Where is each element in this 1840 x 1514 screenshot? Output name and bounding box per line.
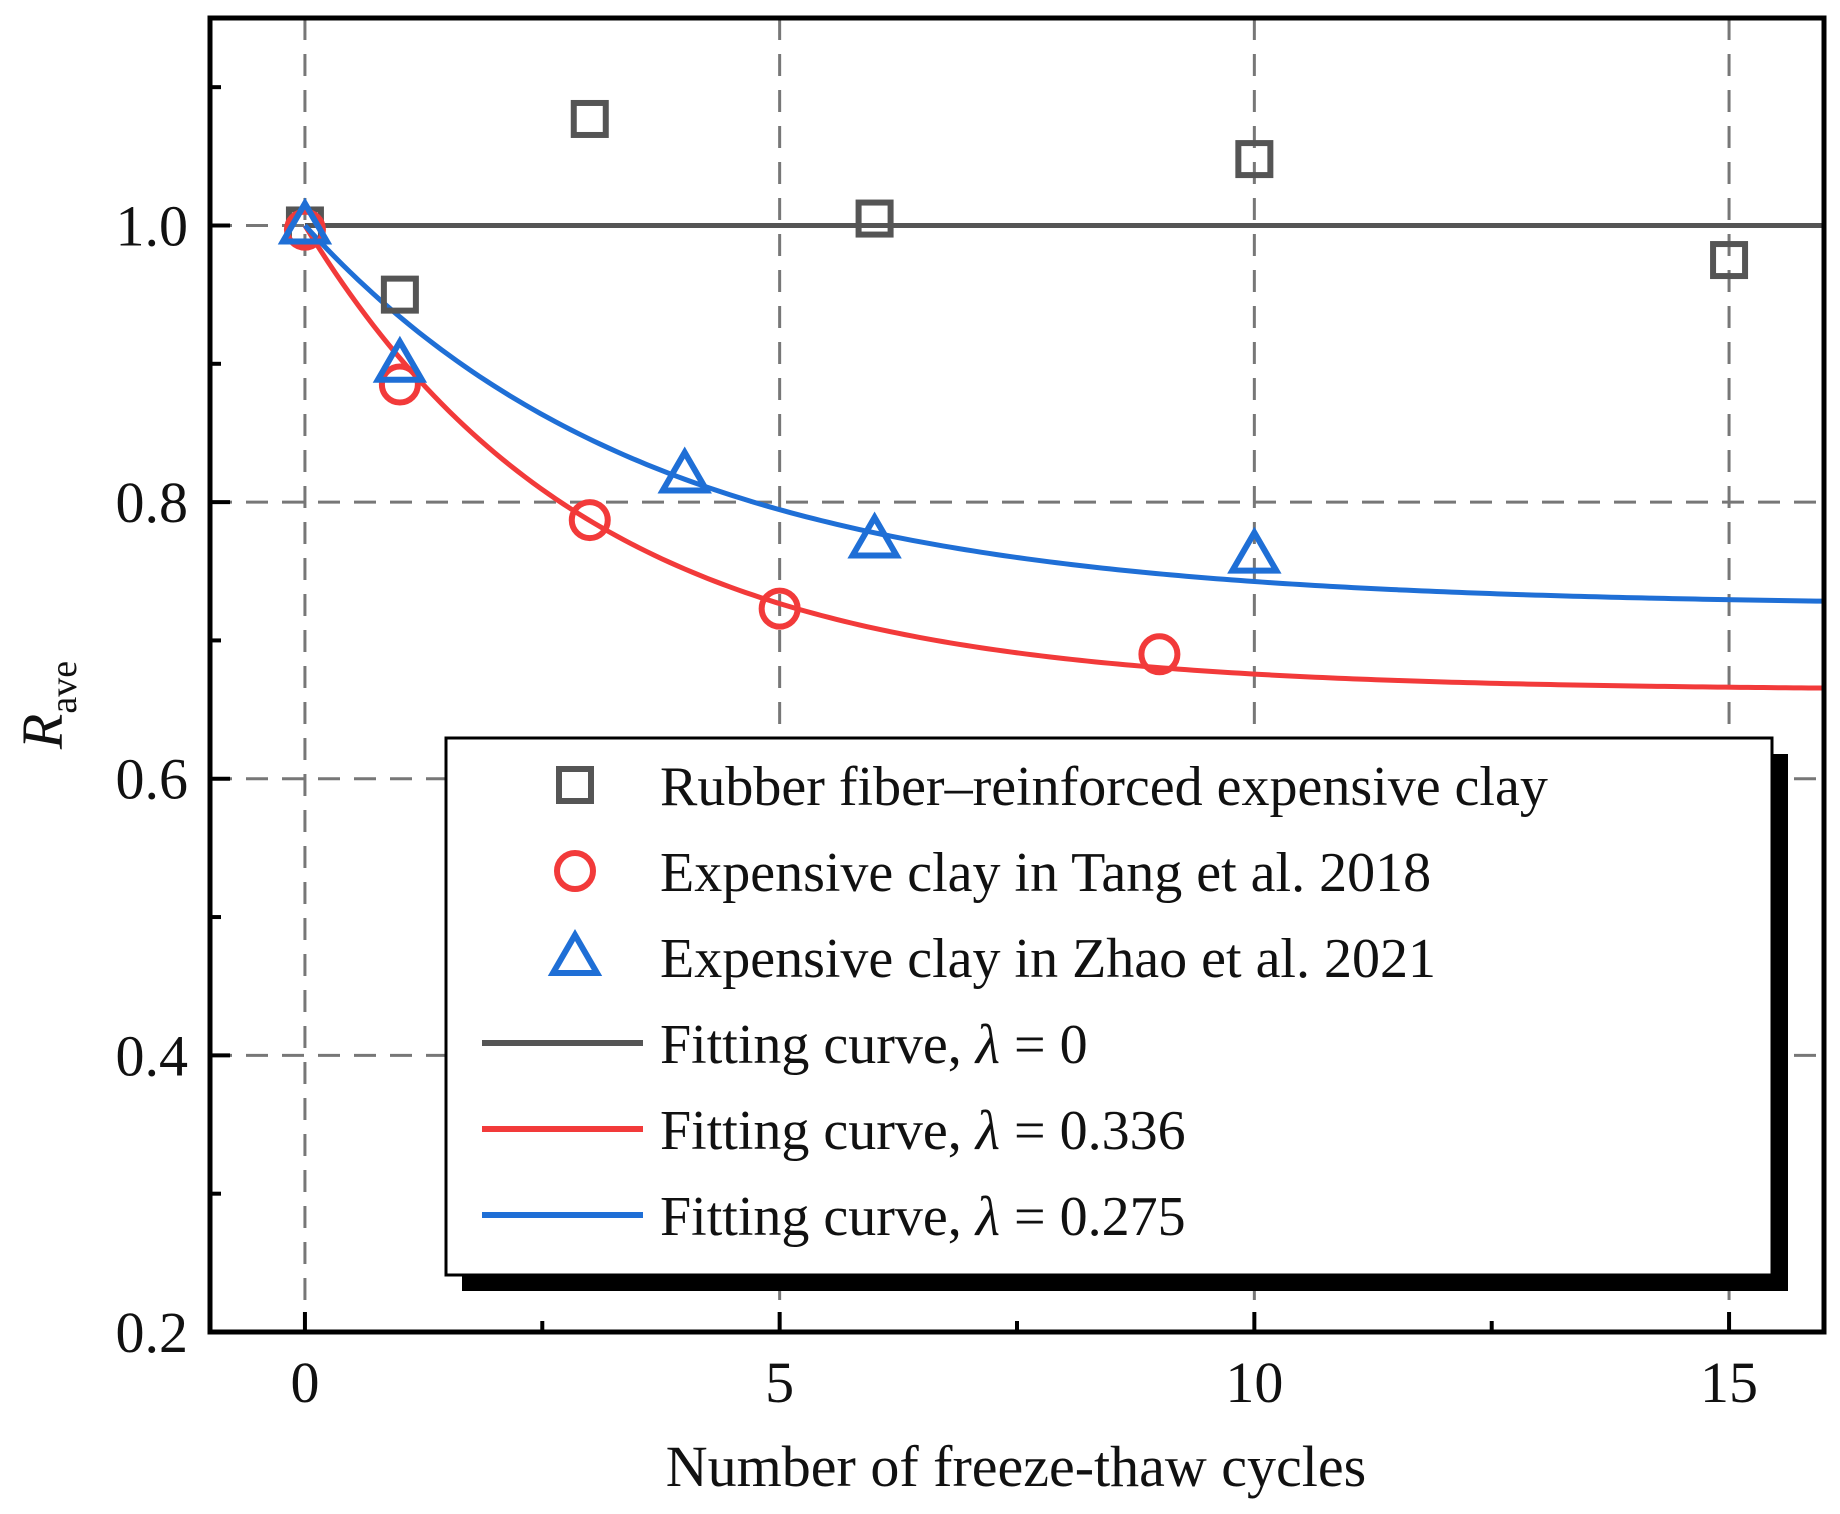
data-point-series-0 <box>570 99 609 138</box>
data-point-series-1 <box>568 499 611 542</box>
fit-curve-1 <box>302 224 1825 691</box>
legend-symbol-circle <box>554 850 596 892</box>
y-tick-label: 0.6 <box>116 747 189 812</box>
x-tick-label: 10 <box>1225 1350 1283 1415</box>
x-tick-label: 0 <box>290 1350 319 1415</box>
y-axis-title: Rave <box>10 661 85 750</box>
data-point-series-2 <box>372 335 428 383</box>
x-tick-label: 15 <box>1700 1350 1758 1415</box>
data-point-series-0 <box>380 275 419 314</box>
legend-label: Fitting curve, λ = 0 <box>660 1014 1088 1076</box>
x-tick-label: 5 <box>765 1350 794 1415</box>
y-axis-title-main: R <box>10 714 75 750</box>
data-point-series-2 <box>1227 526 1282 574</box>
y-axis-title-sub: ave <box>43 661 85 714</box>
data-point-series-1 <box>378 363 421 406</box>
data-point-series-0 <box>1710 241 1749 280</box>
data-point-series-2 <box>657 446 712 494</box>
y-tick-label: 0.2 <box>116 1300 189 1365</box>
data-point-series-1 <box>1138 633 1181 676</box>
legend-symbol-square <box>556 766 594 804</box>
data-point-series-2 <box>847 511 902 559</box>
axis-ticks <box>210 85 1732 1334</box>
legend-label: Expensive clay in Tang et al. 2018 <box>660 842 1431 904</box>
data-markers <box>277 99 1749 676</box>
fitting-curves <box>302 222 1825 691</box>
data-point-series-1 <box>758 587 801 630</box>
legend-entries: Rubber fiber–reinforced expensive clay Ex… <box>482 756 1548 1248</box>
legend: Rubber fiber–reinforced expensive clay Ex… <box>444 736 1788 1291</box>
legend-label: Rubber fiber–reinforced expensive clay <box>660 756 1548 818</box>
legend-label: Expensive clay in Zhao et al. 2021 <box>660 928 1436 990</box>
data-point-series-0 <box>1235 140 1274 179</box>
legend-box <box>444 736 1774 1277</box>
data-point-series-2 <box>277 197 333 245</box>
legend-label: Fitting curve, λ = 0.336 <box>660 1100 1186 1162</box>
x-axis-title: Number of freeze-thaw cycles <box>666 1434 1366 1499</box>
tick-labels: 0 5 10 15 0.2 0.4 0.6 0.8 1.0 <box>116 193 1759 1415</box>
y-tick-label: 0.4 <box>116 1023 189 1088</box>
data-point-series-0 <box>855 199 894 238</box>
fit-curve-2 <box>303 223 1825 604</box>
legend-label: Fitting curve, λ = 0.275 <box>660 1186 1186 1248</box>
y-tick-label: 1.0 <box>116 193 189 258</box>
legend-symbol-triangle <box>547 929 603 976</box>
y-tick-label: 0.8 <box>116 470 189 535</box>
